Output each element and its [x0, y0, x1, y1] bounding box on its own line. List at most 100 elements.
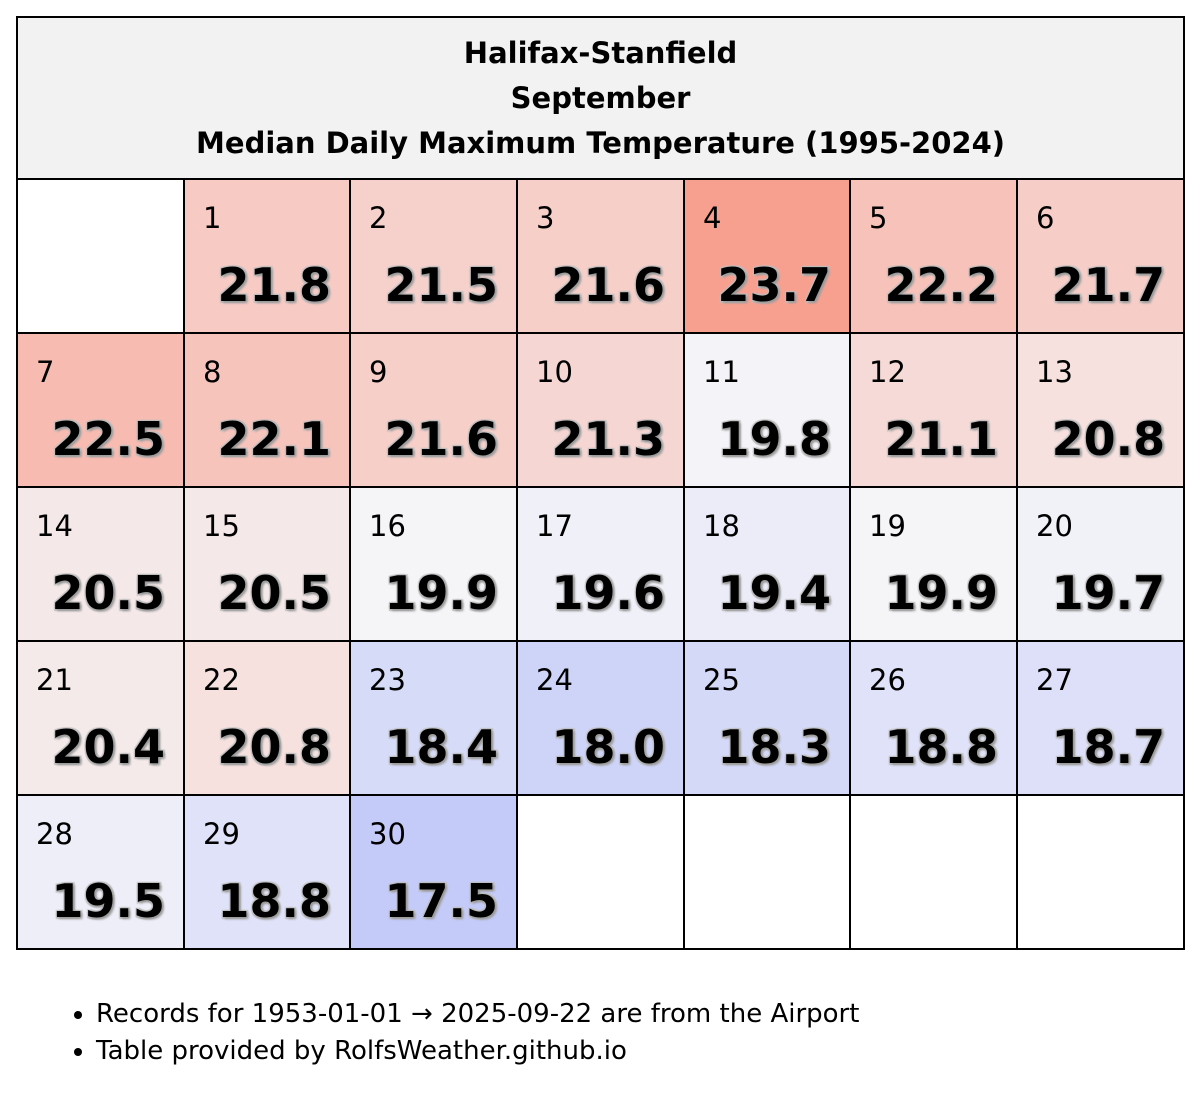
notes-list: Records for 1953-01-01 → 2025-09-22 are … — [58, 996, 859, 1070]
day-number: 3 — [536, 201, 555, 235]
day-number: 6 — [1036, 201, 1055, 235]
day-cell: 27 18.7 — [1015, 640, 1186, 796]
temperature-value: 20.4 — [51, 720, 166, 774]
temperature-value: 18.7 — [1051, 720, 1166, 774]
temperature-value: 23.7 — [717, 258, 832, 312]
day-number: 28 — [36, 817, 73, 851]
day-number: 5 — [869, 201, 888, 235]
day-number: 14 — [36, 509, 73, 543]
day-number: 24 — [536, 663, 573, 697]
temperature-value: 19.4 — [717, 566, 832, 620]
day-cell: 15 20.5 — [183, 486, 351, 642]
temperature-value: 18.8 — [884, 720, 999, 774]
empty-day-cell — [849, 794, 1018, 950]
day-cell: 24 18.0 — [516, 640, 685, 796]
temperature-value: 20.5 — [51, 566, 166, 620]
day-number: 16 — [369, 509, 406, 543]
day-number: 19 — [869, 509, 906, 543]
day-cell: 4 23.7 — [683, 178, 851, 334]
day-cell: 5 22.2 — [849, 178, 1018, 334]
day-number: 18 — [703, 509, 740, 543]
empty-day-cell — [516, 794, 685, 950]
day-cell: 19 19.9 — [849, 486, 1018, 642]
day-cell: 12 21.1 — [849, 332, 1018, 488]
temperature-value: 19.6 — [551, 566, 666, 620]
temperature-value: 19.7 — [1051, 566, 1166, 620]
day-number: 10 — [536, 355, 573, 389]
temperature-value: 21.6 — [384, 412, 499, 466]
day-cell: 28 19.5 — [16, 794, 185, 950]
day-cell: 22 20.8 — [183, 640, 351, 796]
day-cell: 13 20.8 — [1015, 332, 1186, 488]
day-cell: 25 18.3 — [683, 640, 851, 796]
day-number: 20 — [1036, 509, 1073, 543]
day-cell: 11 19.8 — [683, 332, 851, 488]
week-row: 21 20.4 22 20.8 23 18.4 24 18.0 25 18.3 26 18.8 27 18… — [16, 640, 1186, 796]
month-name: September — [510, 80, 691, 115]
temperature-calendar-table: Halifax-Stanfield September Median Daily… — [15, 16, 1186, 950]
temperature-value: 19.5 — [51, 874, 166, 928]
week-row: 14 20.5 15 20.5 16 19.9 17 19.6 18 19.4 19 19.9 20 19… — [16, 486, 1186, 642]
day-number: 7 — [36, 355, 55, 389]
temperature-value: 20.8 — [1051, 412, 1166, 466]
temperature-value: 18.8 — [217, 874, 332, 928]
temperature-value: 22.2 — [884, 258, 999, 312]
day-cell: 9 21.6 — [349, 332, 518, 488]
day-number: 23 — [369, 663, 406, 697]
temperature-value: 21.5 — [384, 258, 499, 312]
temperature-value: 18.0 — [551, 720, 666, 774]
empty-day-cell — [16, 178, 185, 334]
day-number: 11 — [703, 355, 740, 389]
week-row: 7 22.5 8 22.1 9 21.6 10 21.3 11 19.8 12 21.1 13 20.8 — [16, 332, 1186, 488]
calendar-header: Halifax-Stanfield September Median Daily… — [15, 16, 1186, 180]
temperature-value: 21.1 — [884, 412, 999, 466]
day-cell: 30 17.5 — [349, 794, 518, 950]
day-number: 15 — [203, 509, 240, 543]
day-cell: 16 19.9 — [349, 486, 518, 642]
day-cell: 6 21.7 — [1015, 178, 1186, 334]
day-number: 22 — [203, 663, 240, 697]
temperature-value: 18.4 — [384, 720, 499, 774]
temperature-value: 21.8 — [217, 258, 332, 312]
day-number: 9 — [369, 355, 388, 389]
day-number: 21 — [36, 663, 73, 697]
day-cell: 3 21.6 — [516, 178, 685, 334]
week-row: 28 19.5 29 18.8 30 17.5 — [16, 794, 1186, 950]
temperature-value: 22.1 — [217, 412, 332, 466]
day-number: 4 — [703, 201, 722, 235]
temperature-value: 20.5 — [217, 566, 332, 620]
calendar-body: 1 21.8 2 21.5 3 21.6 4 23.7 5 22.2 6 21.7 7 22.5 8 22.1… — [16, 178, 1186, 950]
note-item: Table provided by RolfsWeather.github.io — [96, 1033, 859, 1070]
temperature-value: 21.3 — [551, 412, 666, 466]
day-cell: 26 18.8 — [849, 640, 1018, 796]
day-number: 25 — [703, 663, 740, 697]
station-name: Halifax-Stanfield — [463, 35, 738, 70]
note-item: Records for 1953-01-01 → 2025-09-22 are … — [96, 996, 859, 1033]
temperature-value: 22.5 — [51, 412, 166, 466]
day-cell: 21 20.4 — [16, 640, 185, 796]
day-number: 8 — [203, 355, 222, 389]
temperature-value: 19.8 — [717, 412, 832, 466]
day-cell: 17 19.6 — [516, 486, 685, 642]
day-cell: 14 20.5 — [16, 486, 185, 642]
day-number: 13 — [1036, 355, 1073, 389]
day-cell: 18 19.4 — [683, 486, 851, 642]
day-number: 1 — [203, 201, 222, 235]
temperature-value: 17.5 — [384, 874, 499, 928]
temperature-value: 21.7 — [1051, 258, 1166, 312]
day-cell: 23 18.4 — [349, 640, 518, 796]
day-cell: 8 22.1 — [183, 332, 351, 488]
week-row: 1 21.8 2 21.5 3 21.6 4 23.7 5 22.2 6 21.7 — [16, 178, 1186, 334]
day-number: 2 — [369, 201, 388, 235]
temperature-value: 18.3 — [717, 720, 832, 774]
temperature-value: 19.9 — [884, 566, 999, 620]
temperature-value: 19.9 — [384, 566, 499, 620]
empty-day-cell — [1015, 794, 1186, 950]
day-number: 29 — [203, 817, 240, 851]
day-cell: 10 21.3 — [516, 332, 685, 488]
temperature-value: 20.8 — [217, 720, 332, 774]
day-number: 30 — [369, 817, 406, 851]
day-cell: 2 21.5 — [349, 178, 518, 334]
day-number: 26 — [869, 663, 906, 697]
day-cell: 29 18.8 — [183, 794, 351, 950]
